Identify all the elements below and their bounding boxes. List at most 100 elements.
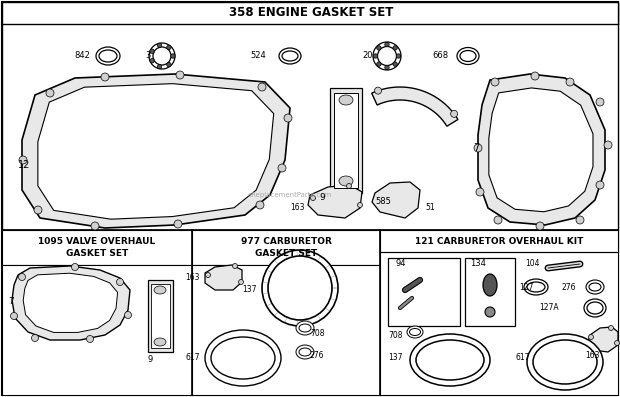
Circle shape — [46, 89, 54, 97]
Circle shape — [256, 201, 264, 209]
Ellipse shape — [296, 321, 314, 335]
Ellipse shape — [457, 48, 479, 64]
Text: eReplacementParts.com: eReplacementParts.com — [248, 192, 332, 198]
Text: 163: 163 — [291, 204, 305, 212]
Circle shape — [377, 62, 381, 66]
Circle shape — [347, 183, 352, 189]
Ellipse shape — [154, 286, 166, 294]
Text: 12: 12 — [18, 160, 30, 170]
Ellipse shape — [586, 280, 604, 294]
Bar — [148, 280, 173, 352]
Text: 977 CARBURETOR: 977 CARBURETOR — [241, 237, 332, 245]
Circle shape — [491, 78, 499, 86]
Text: 708: 708 — [310, 328, 324, 337]
Circle shape — [149, 43, 175, 69]
Bar — [380, 230, 618, 252]
Ellipse shape — [99, 50, 117, 62]
Text: 9: 9 — [319, 193, 325, 202]
Circle shape — [268, 256, 332, 320]
Circle shape — [278, 164, 286, 172]
Circle shape — [494, 216, 502, 224]
Circle shape — [167, 62, 171, 67]
Circle shape — [205, 272, 211, 278]
Circle shape — [117, 279, 123, 285]
Circle shape — [596, 98, 604, 106]
Ellipse shape — [211, 337, 275, 379]
Circle shape — [71, 264, 79, 270]
Text: 163: 163 — [585, 351, 600, 360]
Circle shape — [614, 341, 619, 345]
Text: 7: 7 — [8, 297, 14, 306]
Circle shape — [174, 220, 182, 228]
Text: 7: 7 — [473, 143, 479, 153]
Ellipse shape — [299, 324, 311, 332]
Polygon shape — [372, 182, 420, 218]
Circle shape — [34, 206, 42, 214]
Text: 585: 585 — [375, 197, 391, 206]
Ellipse shape — [205, 330, 281, 386]
Circle shape — [232, 264, 237, 268]
Text: 9: 9 — [148, 355, 153, 364]
Text: 20: 20 — [363, 52, 373, 60]
Ellipse shape — [483, 274, 497, 296]
Circle shape — [87, 335, 94, 343]
Circle shape — [150, 49, 154, 54]
Polygon shape — [308, 185, 362, 218]
Circle shape — [11, 312, 17, 320]
Bar — [2, 230, 192, 265]
Circle shape — [385, 42, 389, 47]
Bar — [330, 88, 362, 193]
Bar — [380, 230, 618, 395]
Circle shape — [608, 326, 614, 330]
Circle shape — [393, 62, 397, 66]
Ellipse shape — [460, 50, 476, 62]
Text: 104: 104 — [525, 258, 539, 268]
Circle shape — [385, 65, 389, 70]
Ellipse shape — [279, 48, 301, 64]
Text: 94: 94 — [396, 258, 407, 268]
Circle shape — [167, 45, 171, 50]
Ellipse shape — [154, 338, 166, 346]
Circle shape — [91, 222, 99, 230]
Text: 121 CARBURETOR OVERHAUL KIT: 121 CARBURETOR OVERHAUL KIT — [415, 237, 583, 245]
Ellipse shape — [527, 282, 545, 292]
Polygon shape — [478, 74, 605, 225]
Circle shape — [373, 54, 378, 58]
Text: 134: 134 — [470, 258, 486, 268]
Text: 617: 617 — [185, 353, 200, 362]
Circle shape — [604, 141, 612, 149]
Ellipse shape — [410, 334, 490, 386]
Text: 708: 708 — [388, 330, 402, 339]
Circle shape — [157, 43, 162, 48]
Bar — [192, 230, 380, 265]
Ellipse shape — [409, 328, 420, 335]
Circle shape — [476, 188, 484, 196]
Text: 842: 842 — [74, 52, 90, 60]
Ellipse shape — [282, 51, 298, 61]
Text: 137: 137 — [388, 353, 402, 362]
Text: 127: 127 — [519, 283, 533, 291]
Ellipse shape — [96, 47, 120, 65]
Ellipse shape — [339, 176, 353, 186]
Circle shape — [262, 250, 338, 326]
Circle shape — [258, 83, 266, 91]
Circle shape — [378, 46, 397, 66]
Ellipse shape — [407, 326, 423, 338]
Circle shape — [358, 202, 363, 208]
Ellipse shape — [524, 279, 548, 295]
Ellipse shape — [533, 340, 597, 384]
Ellipse shape — [589, 283, 601, 291]
Circle shape — [588, 335, 593, 339]
Text: 617: 617 — [515, 353, 529, 362]
Ellipse shape — [587, 302, 603, 314]
Text: 1095 VALVE OVERHAUL: 1095 VALVE OVERHAUL — [38, 237, 156, 245]
Ellipse shape — [339, 95, 353, 105]
Circle shape — [157, 65, 162, 69]
Polygon shape — [23, 273, 118, 332]
Circle shape — [32, 335, 38, 341]
Circle shape — [150, 59, 154, 63]
Polygon shape — [489, 88, 593, 212]
Text: 668: 668 — [432, 52, 448, 60]
Bar — [2, 2, 618, 230]
Bar — [388, 258, 460, 326]
